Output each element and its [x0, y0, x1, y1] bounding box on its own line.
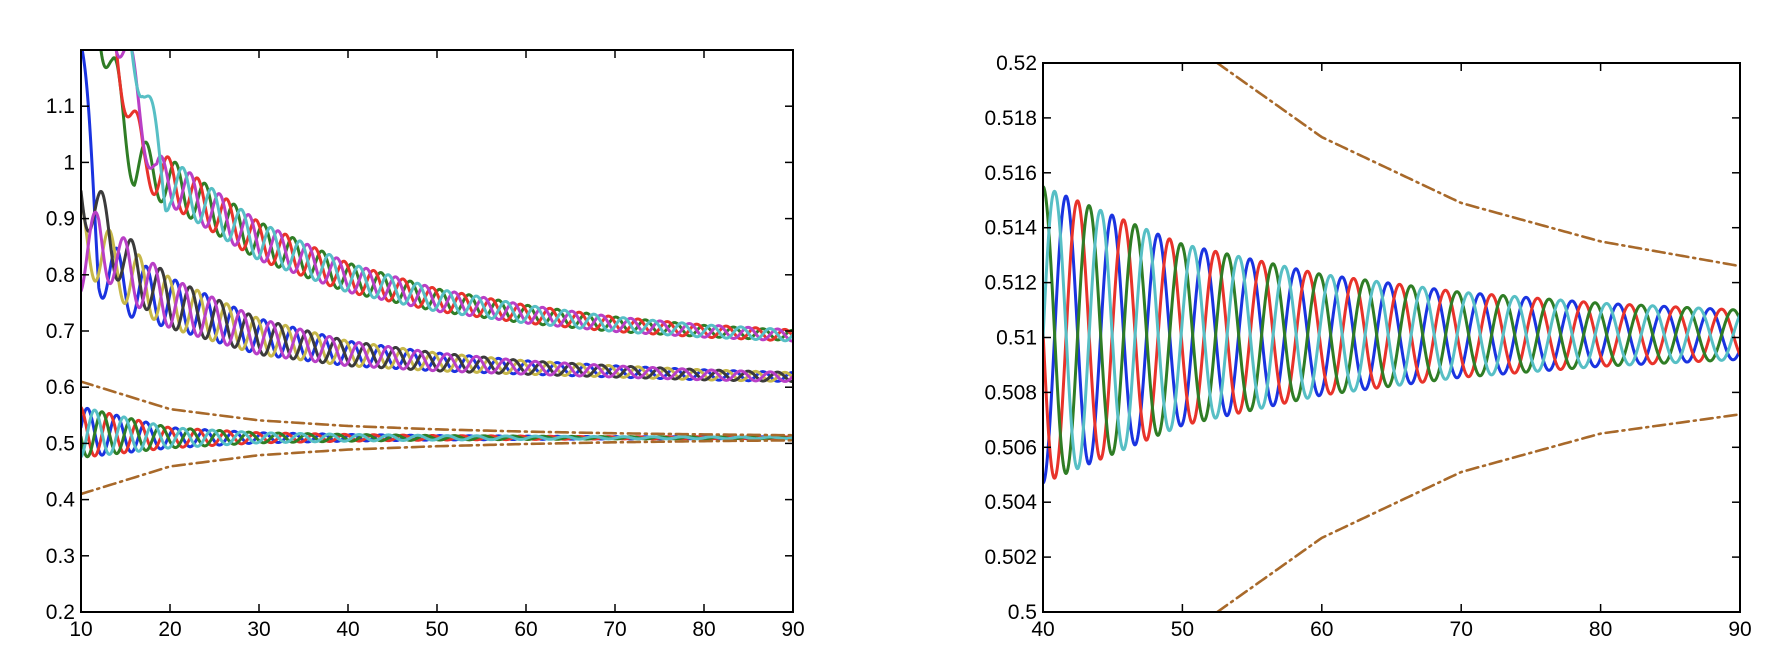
series-line	[81, 408, 793, 459]
y-tick-label: 0.506	[984, 436, 1037, 459]
y-tick-label: 1.1	[46, 95, 75, 118]
y-tick-label: 0.504	[984, 491, 1037, 514]
x-tick-label: 70	[603, 618, 626, 641]
y-tick-label: 0.516	[984, 162, 1037, 185]
series-group	[81, 50, 793, 496]
x-tick-label: 60	[514, 618, 537, 641]
x-tick-label: 90	[781, 618, 804, 641]
envelope-line	[81, 380, 793, 437]
y-tick-label: 0.4	[46, 489, 76, 512]
series-line	[1043, 189, 1740, 471]
x-tick-label: 90	[1728, 618, 1751, 641]
envelope-line	[1215, 413, 1740, 612]
x-tick-label: 40	[1031, 618, 1054, 641]
series-group	[1043, 63, 1740, 612]
y-tick-label: 0.512	[984, 272, 1037, 295]
x-tick-label: 80	[1589, 618, 1612, 641]
y-tick-label: 0.9	[46, 208, 75, 231]
y-tick-label: 0.514	[984, 217, 1037, 240]
y-tick-label: 0.508	[984, 381, 1037, 404]
x-tick-label: 20	[158, 618, 181, 641]
right-plot: 40 50 60 70 80 90 0.5 0.502 0.504 0.506 0.508 0.51 0…	[984, 52, 1751, 641]
y-tick-label: 0.3	[46, 545, 75, 568]
y-tick-label: 0.518	[984, 107, 1037, 130]
y-tick-label: 0.5	[1008, 601, 1037, 624]
x-tick-label: 50	[1171, 618, 1194, 641]
x-tick-label: 40	[336, 618, 359, 641]
envelope-line	[1215, 63, 1740, 268]
series-line	[130, 50, 793, 343]
y-tick-label: 0.8	[46, 264, 75, 287]
y-tick-label: 0.502	[984, 546, 1037, 569]
y-tick-label: 0.7	[46, 320, 75, 343]
y-tick-label: 0.2	[46, 601, 75, 624]
x-tick-label: 60	[1310, 618, 1333, 641]
left-plot: 10 20 30 40 50 60 70 80 90 0.2 0.3 0.4 0.5 0.6 0.7 0.8 0…	[46, 49, 805, 641]
envelope-line	[81, 439, 793, 496]
series-line	[81, 210, 793, 383]
x-tick-label: 30	[247, 618, 270, 641]
x-tick-label: 70	[1450, 618, 1473, 641]
y-tick-label: 0.52	[996, 52, 1037, 75]
x-tick-label: 10	[69, 618, 92, 641]
series-line	[1043, 199, 1740, 480]
y-tick-label: 0.51	[996, 327, 1037, 350]
y-tick-label: 1	[63, 151, 75, 174]
y-tick-label: 0.6	[46, 376, 75, 399]
y-tick-label: 0.5	[46, 432, 75, 455]
x-tick-label: 80	[692, 618, 715, 641]
x-tick-label: 50	[425, 618, 448, 641]
